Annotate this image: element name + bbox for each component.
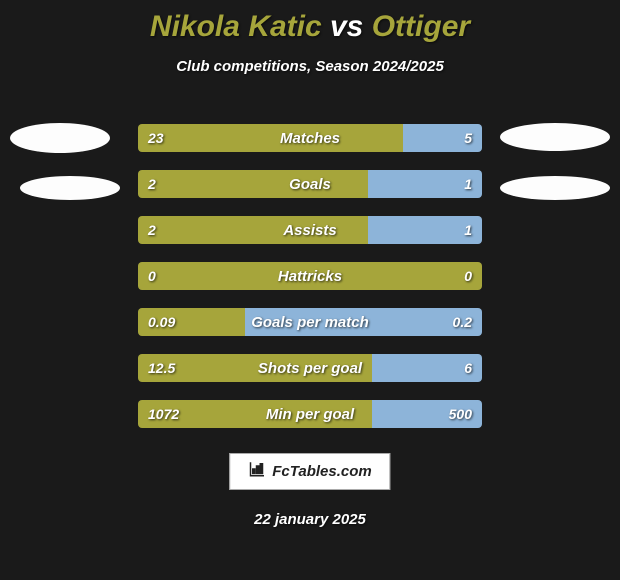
player1-club-placeholder	[20, 176, 120, 200]
chart-icon	[248, 460, 266, 483]
page-title: Nikola Katic vs Ottiger	[0, 0, 620, 44]
brand-text: FcTables.com	[272, 463, 371, 480]
stat-bar-player1	[138, 262, 482, 290]
title-player1: Nikola Katic	[150, 10, 322, 43]
player1-avatar-placeholder	[10, 123, 110, 153]
stat-row: 0.090.2Goals per match	[138, 308, 482, 336]
title-player2: Ottiger	[372, 10, 470, 43]
stat-bar-player1	[138, 124, 403, 152]
stat-bar-player2	[372, 354, 482, 382]
stat-row: 1072500Min per goal	[138, 400, 482, 428]
player2-avatar-placeholder	[500, 123, 610, 151]
stat-bar-player1	[138, 308, 245, 336]
comparison-infographic: Nikola Katic vs Ottiger Club competition…	[0, 0, 620, 580]
brand-badge: FcTables.com	[229, 453, 390, 490]
stat-row: 12.56Shots per goal	[138, 354, 482, 382]
subtitle: Club competitions, Season 2024/2025	[0, 58, 620, 75]
stat-bars: 235Matches 21Goals 21Assists 00Hattricks 0.0…	[138, 124, 482, 446]
stat-row: 21Goals	[138, 170, 482, 198]
stat-row: 00Hattricks	[138, 262, 482, 290]
title-vs: vs	[330, 10, 363, 43]
stat-bar-player2	[403, 124, 482, 152]
stat-row: 21Assists	[138, 216, 482, 244]
stat-bar-player2	[245, 308, 482, 336]
stat-bar-player2	[372, 400, 482, 428]
stat-row: 235Matches	[138, 124, 482, 152]
player2-club-placeholder	[500, 176, 610, 200]
date-label: 22 january 2025	[0, 511, 620, 528]
stat-bar-player1	[138, 216, 368, 244]
stat-bar-player1	[138, 354, 372, 382]
stat-bar-player2	[368, 170, 482, 198]
stat-bar-player1	[138, 400, 372, 428]
stat-bar-player2	[368, 216, 482, 244]
stat-bar-player1	[138, 170, 368, 198]
